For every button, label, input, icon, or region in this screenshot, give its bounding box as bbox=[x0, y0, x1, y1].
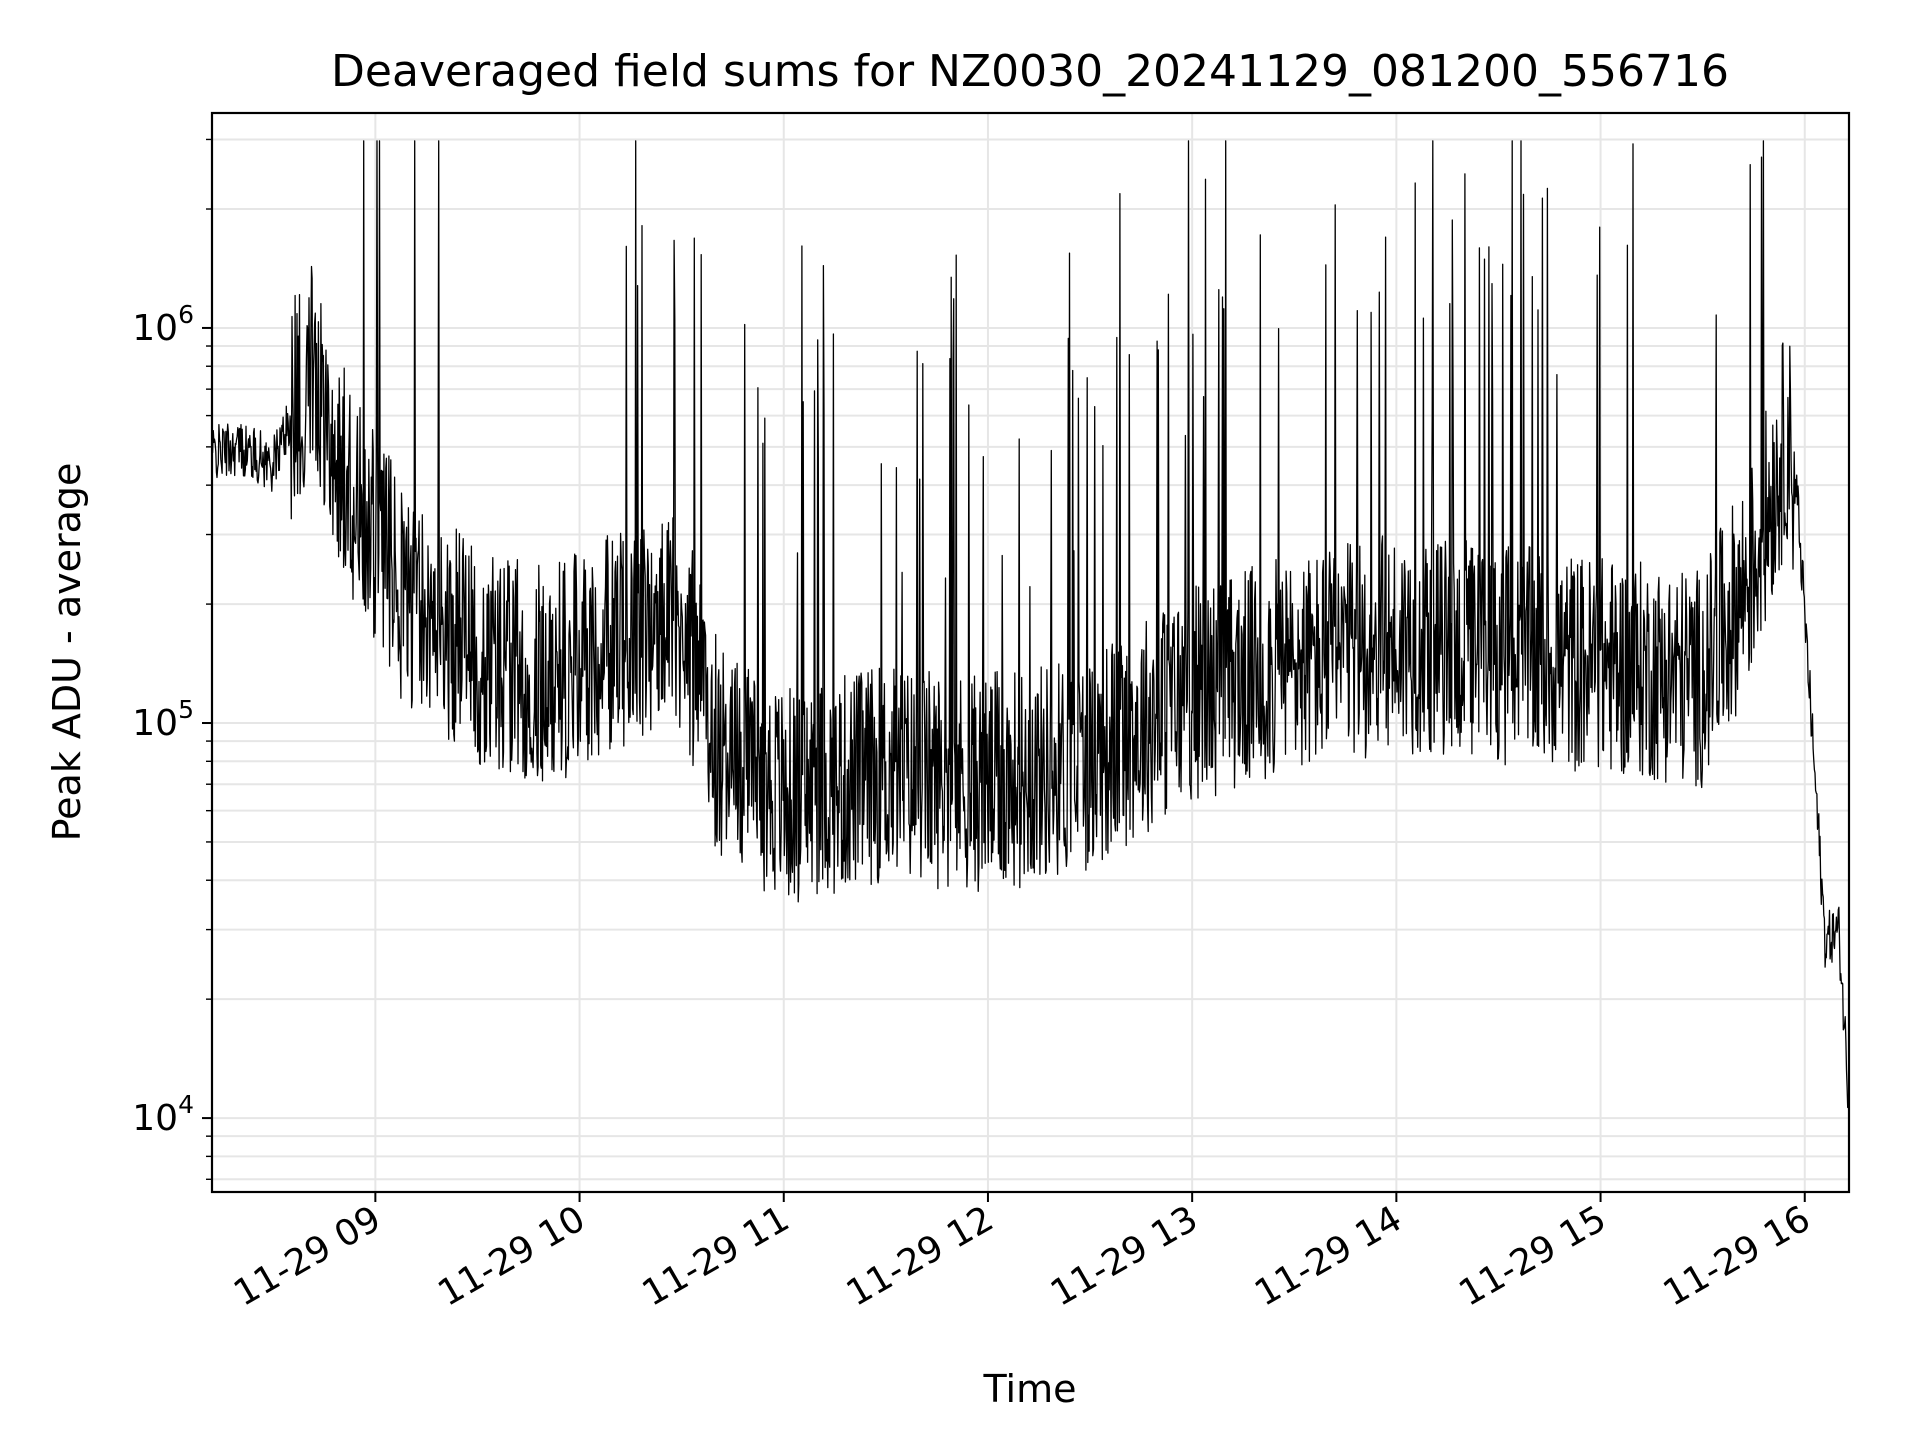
y-tick-label: 106 bbox=[132, 300, 194, 349]
y-tick-label: 105 bbox=[132, 695, 194, 744]
plot-frame bbox=[210, 111, 1851, 1194]
y-axis-ticks: 104 105 106 bbox=[132, 138, 212, 1180]
x-axis-label: Time bbox=[983, 1367, 1077, 1411]
series-line bbox=[211, 140, 1850, 1120]
chart-title: Deaveraged field sums for NZ0030_2024112… bbox=[331, 46, 1729, 97]
y-axis-label: Peak ADU - average bbox=[45, 463, 89, 842]
y-tick-label: 104 bbox=[132, 1090, 194, 1139]
